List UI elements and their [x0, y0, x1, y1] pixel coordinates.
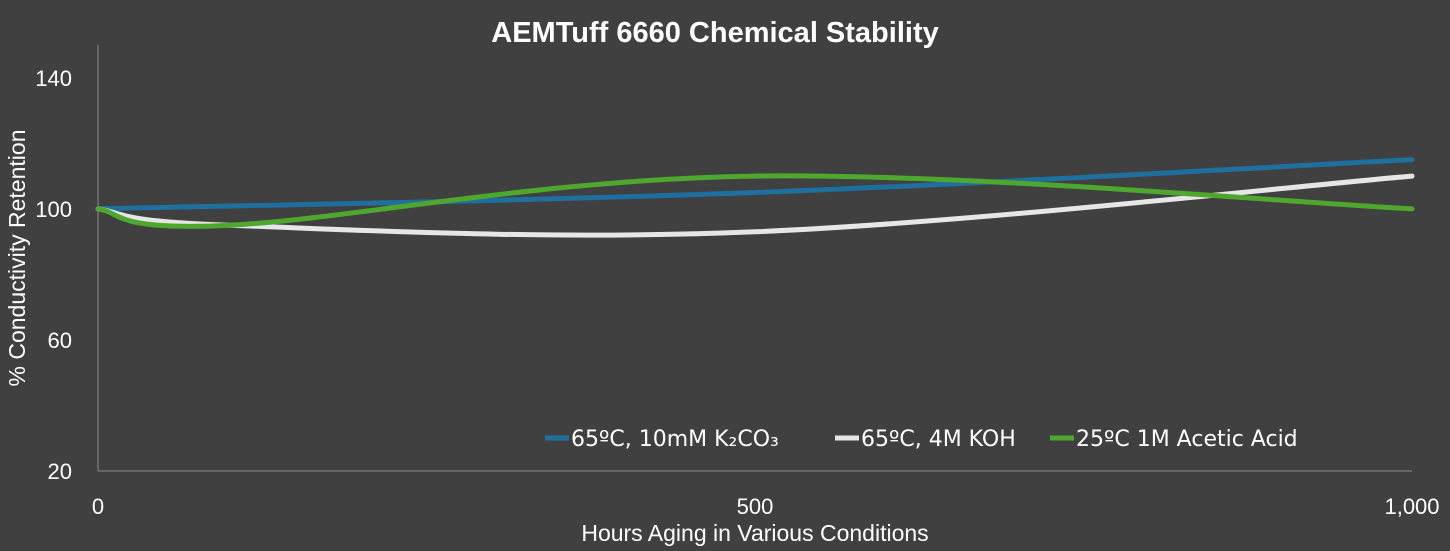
legend-label-1: 65ºC, 10mM K₂CO₃ — [571, 427, 779, 452]
series-line-3 — [95, 173, 1415, 229]
y-tick-labels: 20 60 100 140 — [35, 66, 72, 484]
x-tick-label: 1,000 — [1384, 494, 1439, 519]
y-tick-label: 60 — [48, 328, 72, 353]
x-tick-label: 0 — [92, 494, 104, 519]
chart-title: AEMTuff 6660 Chemical Stability — [491, 17, 938, 49]
legend-label-3: 25ºC 1M Acetic Acid — [1076, 427, 1298, 452]
y-tick-label: 100 — [35, 197, 72, 222]
y-tick-label: 140 — [35, 66, 72, 91]
series-lines — [95, 157, 1415, 238]
series-line-2 — [95, 173, 1415, 238]
y-tick-label: 20 — [48, 459, 72, 484]
legend: 65ºC, 10mM K₂CO₃ 65ºC, 4M KOH 25ºC 1M Acet… — [545, 427, 1298, 452]
x-tick-label: 500 — [737, 494, 774, 519]
x-axis-label: Hours Aging in Various Conditions — [581, 520, 928, 546]
series-line-1 — [95, 157, 1415, 212]
y-axis-label: % Conductivity Retention — [4, 130, 30, 387]
legend-label-2: 65ºC, 4M KOH — [861, 427, 1016, 452]
x-tick-labels: 0 500 1,000 — [92, 494, 1440, 519]
